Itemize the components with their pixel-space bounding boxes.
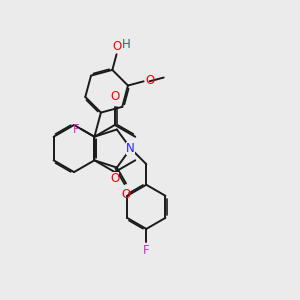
Text: O: O	[121, 188, 130, 200]
Text: F: F	[143, 244, 150, 257]
Text: O: O	[145, 74, 154, 87]
Text: F: F	[73, 123, 79, 136]
Text: H: H	[122, 38, 130, 51]
Text: N: N	[126, 142, 135, 155]
Text: O: O	[110, 172, 119, 185]
Text: O: O	[110, 90, 119, 103]
Text: O: O	[112, 40, 122, 53]
